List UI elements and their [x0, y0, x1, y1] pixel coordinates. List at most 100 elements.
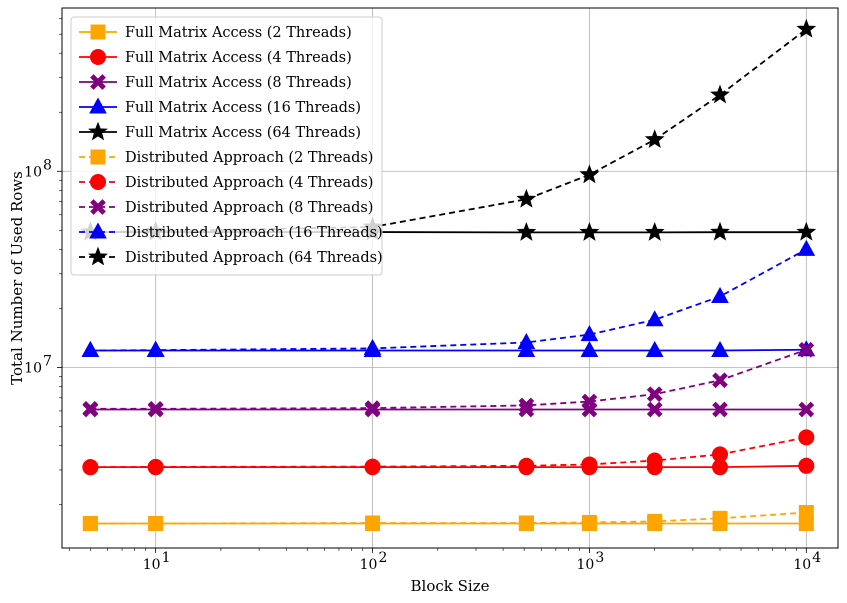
- x-tick-exponent: 2: [379, 550, 388, 566]
- legend-marker: [90, 199, 106, 215]
- y-tick-label: 10: [24, 360, 42, 376]
- legend-entry: Full Matrix Access (8 Threads): [79, 74, 352, 91]
- data-point: [646, 386, 663, 403]
- data-point: [581, 393, 598, 410]
- legend-label: Full Matrix Access (8 Threads): [125, 75, 352, 91]
- series-9: [81, 239, 816, 357]
- x-axis-label: Block Size: [411, 577, 490, 595]
- data-point: [644, 129, 665, 149]
- data-point: [645, 340, 664, 357]
- data-point: [581, 514, 597, 530]
- legend-entry: Distributed Approach (8 Threads): [79, 199, 373, 216]
- data-point: [146, 340, 165, 357]
- x-tick-label: 10: [577, 557, 595, 573]
- legend-label: Distributed Approach (4 Threads): [125, 175, 373, 191]
- axis-ticks: 10 1 10 2 10 3 10 410 710 8: [24, 18, 821, 573]
- legend-entry: Distributed Approach (2 Threads): [79, 149, 373, 166]
- data-point: [798, 457, 815, 474]
- legend-label: Full Matrix Access (64 Threads): [125, 125, 361, 141]
- series-line: [90, 348, 807, 352]
- x-tick-exponent: 1: [162, 550, 171, 566]
- legend-marker: [90, 24, 106, 40]
- data-point: [82, 400, 99, 417]
- data-point: [798, 429, 815, 446]
- legend-label: Full Matrix Access (4 Threads): [125, 50, 352, 66]
- legend-entry: Full Matrix Access (2 Threads): [79, 24, 352, 41]
- legend-entry: Full Matrix Access (16 Threads): [79, 97, 361, 116]
- data-point: [711, 340, 729, 357]
- legend-entry: Distributed Approach (16 Threads): [79, 222, 383, 241]
- x-tick-label: 10: [143, 557, 161, 573]
- legend-label: Distributed Approach (2 Threads): [125, 150, 373, 166]
- data-point: [518, 457, 535, 474]
- data-point: [580, 325, 599, 342]
- legend-label: Distributed Approach (8 Threads): [125, 200, 373, 216]
- series-6: [82, 505, 814, 531]
- data-point: [798, 505, 814, 521]
- legend-marker: [89, 97, 107, 114]
- data-point: [647, 513, 663, 529]
- legend-marker: [90, 174, 106, 190]
- x-tick-label: 10: [793, 557, 811, 573]
- data-point: [147, 400, 164, 417]
- legend-entry: Full Matrix Access (64 Threads): [79, 121, 361, 141]
- legend-entry: Distributed Approach (64 Threads): [79, 246, 383, 266]
- legend: Full Matrix Access (2 Threads) Full Matri…: [70, 16, 383, 276]
- data-point: [364, 400, 381, 416]
- data-point: [711, 286, 729, 303]
- data-point: [710, 84, 730, 104]
- data-point: [580, 340, 599, 357]
- legend-entry: Full Matrix Access (4 Threads): [79, 49, 352, 66]
- x-tick-exponent: 3: [595, 550, 604, 566]
- data-point: [712, 401, 728, 418]
- data-point: [710, 221, 730, 241]
- legend-label: Distributed Approach (16 Threads): [125, 225, 383, 241]
- data-point: [644, 221, 665, 241]
- legend-marker: [90, 49, 106, 65]
- series-line: [90, 348, 807, 410]
- legend-label: Full Matrix Access (2 Threads): [125, 25, 352, 41]
- series-7: [82, 429, 815, 476]
- y-tick-exponent: 7: [43, 353, 52, 369]
- data-point: [797, 239, 816, 256]
- data-point: [82, 459, 99, 476]
- legend-box: [70, 16, 383, 276]
- data-point: [516, 221, 537, 241]
- legend-label: Full Matrix Access (16 Threads): [125, 100, 361, 116]
- data-point: [147, 458, 164, 475]
- y-tick-exponent: 8: [43, 157, 52, 173]
- data-point: [365, 515, 381, 531]
- legend-label: Distributed Approach (64 Threads): [125, 250, 383, 266]
- data-point: [579, 221, 600, 241]
- data-point: [712, 510, 728, 526]
- data-point: [579, 164, 600, 184]
- y-tick-label: 10: [24, 164, 42, 180]
- data-point: [645, 310, 664, 327]
- data-point: [646, 452, 663, 469]
- data-point: [711, 446, 728, 463]
- legend-marker: [89, 222, 107, 239]
- data-point: [148, 515, 164, 531]
- data-point: [517, 332, 536, 349]
- data-point: [581, 456, 598, 473]
- data-point: [363, 338, 382, 355]
- series-line: [90, 511, 807, 525]
- x-tick-exponent: 4: [812, 550, 821, 566]
- data-point: [712, 372, 728, 389]
- data-point: [796, 221, 817, 241]
- data-point: [516, 188, 537, 208]
- data-point: [646, 401, 663, 418]
- data-point: [364, 458, 381, 475]
- series-8: [82, 341, 815, 417]
- series-line: [90, 248, 807, 352]
- data-point: [518, 397, 535, 414]
- data-point: [81, 340, 100, 357]
- legend-entry: Distributed Approach (4 Threads): [79, 174, 373, 191]
- y-axis-label: Total Number of Used Rows: [8, 171, 26, 385]
- data-point: [518, 515, 534, 531]
- data-point: [798, 341, 815, 358]
- data-point: [796, 18, 817, 38]
- legend-marker: [88, 121, 108, 141]
- data-point: [82, 515, 98, 531]
